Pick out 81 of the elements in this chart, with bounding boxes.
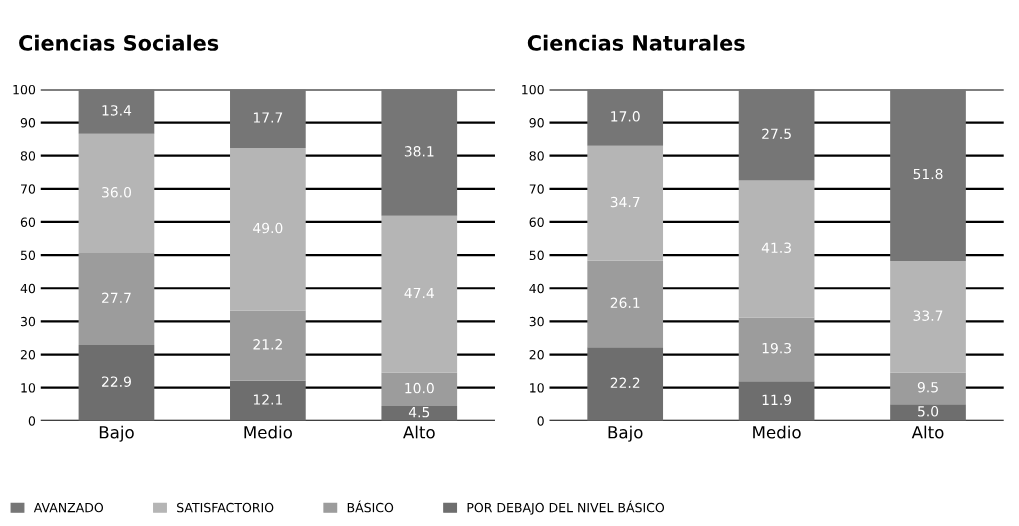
- data-label: 9.5: [917, 382, 938, 393]
- data-label: 5.0: [918, 406, 939, 417]
- y-tick-label: 30: [529, 316, 544, 327]
- bar: [738, 317, 815, 382]
- y-tick-label: 100: [13, 84, 36, 95]
- y-tick-label: 40: [529, 283, 544, 294]
- bar: [78, 133, 155, 254]
- y-tick-label: 20: [529, 350, 544, 360]
- bar: [381, 372, 458, 406]
- y-tick-label: 50: [20, 250, 36, 261]
- data-label: 22.2: [610, 377, 640, 388]
- data-label: 27.7: [102, 292, 131, 303]
- data-label: 41.3: [761, 242, 791, 254]
- bar: [381, 215, 458, 373]
- data-label: 17.7: [253, 112, 283, 123]
- bar: [78, 344, 155, 421]
- bar: [890, 89, 966, 262]
- data-label: 19.3: [762, 342, 791, 354]
- bar: [738, 180, 815, 318]
- y-tick-label: 0: [537, 416, 544, 426]
- data-label: 47.4: [404, 287, 434, 299]
- bar: [890, 372, 966, 405]
- data-label: 17.0: [611, 111, 640, 122]
- bar: [78, 89, 155, 134]
- data-label: 11.9: [762, 394, 792, 406]
- y-tick-label: 80: [529, 151, 544, 161]
- x-tick-label: Medio: [753, 425, 801, 439]
- legend-label: POR DEBAJO DEL NIVEL BÁSICO: [467, 500, 665, 515]
- data-label: 51.8: [913, 168, 943, 180]
- chart-title: Ciencias Naturales: [527, 34, 745, 51]
- legend-label: SATISFACTORIO: [177, 502, 274, 513]
- bar: [78, 253, 155, 345]
- data-label: 21.2: [253, 339, 282, 350]
- y-tick-label: 60: [529, 217, 544, 227]
- bar: [587, 347, 664, 421]
- bar: [381, 89, 458, 216]
- x-tick-label: Bajo: [608, 425, 643, 442]
- y-tick-label: 40: [20, 283, 36, 294]
- y-tick-label: 10: [21, 383, 36, 393]
- y-tick-label: 30: [20, 316, 36, 327]
- bar: [890, 261, 966, 373]
- legend-label: BÁSICO: [347, 500, 394, 513]
- chart-title: Ciencias Sociales: [19, 34, 219, 51]
- bar: [587, 145, 664, 261]
- data-label: 49.0: [253, 222, 283, 234]
- data-label: 22.9: [102, 376, 131, 387]
- x-tick-label: Alto: [403, 425, 435, 439]
- bar: [230, 148, 306, 311]
- bar: [890, 404, 966, 421]
- y-tick-label: 90: [529, 118, 544, 128]
- y-tick-label: 10: [530, 383, 544, 393]
- bar: [230, 380, 306, 421]
- y-tick-label: 20: [20, 350, 36, 360]
- y-tick-label: 70: [529, 184, 544, 194]
- data-label: 27.5: [762, 128, 791, 140]
- data-label: 13.4: [102, 105, 132, 116]
- bar: [230, 310, 306, 381]
- x-tick-label: Alto: [911, 425, 944, 439]
- data-label: 36.0: [102, 187, 131, 198]
- data-label: 12.1: [253, 394, 283, 405]
- data-label: 26.1: [610, 297, 640, 309]
- bar: [587, 260, 664, 348]
- data-label: 38.1: [404, 146, 434, 157]
- y-tick-label: 60: [20, 217, 36, 227]
- bar: [738, 89, 815, 181]
- y-tick-label: 70: [21, 184, 36, 194]
- legend-label: AVANZADO: [33, 502, 104, 513]
- bar: [738, 381, 815, 421]
- y-tick-label: 90: [20, 118, 36, 128]
- data-label: 4.5: [408, 407, 430, 418]
- y-tick-label: 100: [522, 84, 544, 95]
- y-tick-label: 0: [28, 416, 36, 426]
- bar: [230, 89, 306, 149]
- data-label: 33.7: [913, 310, 943, 321]
- y-tick-label: 50: [529, 250, 544, 261]
- bar: [587, 89, 664, 146]
- data-label: 34.7: [610, 196, 640, 208]
- data-label: 10.0: [405, 382, 434, 394]
- x-tick-label: Medio: [244, 425, 292, 439]
- y-tick-label: 80: [20, 151, 36, 161]
- x-tick-label: Bajo: [99, 425, 134, 442]
